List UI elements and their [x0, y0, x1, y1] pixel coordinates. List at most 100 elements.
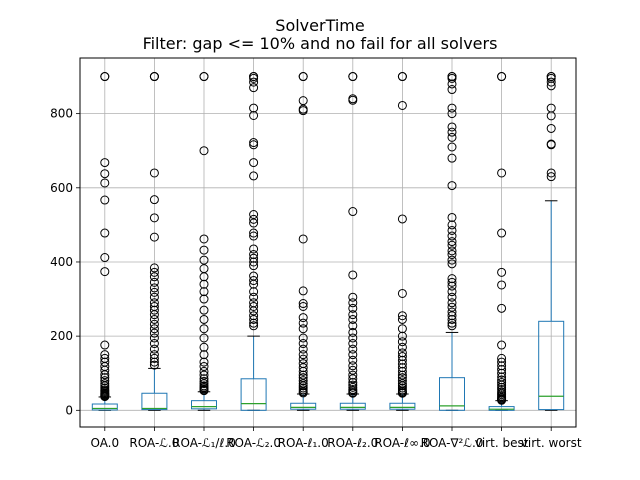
flier-point: [249, 314, 259, 324]
flier-point: [447, 292, 457, 302]
flier-point: [447, 153, 457, 163]
flier-point: [249, 140, 259, 150]
flier-point: [546, 172, 556, 182]
flier-point: [149, 298, 159, 308]
flier-point: [447, 307, 457, 317]
flier-point: [249, 218, 259, 228]
flier-point: [249, 292, 259, 302]
flier-point: [348, 388, 358, 398]
flier-point: [100, 365, 110, 375]
flier-point: [199, 305, 209, 315]
flier-point: [546, 77, 556, 87]
flier-point: [199, 379, 209, 389]
x-tick-label: ROA-ℓ∞.0: [374, 436, 430, 450]
x-tick-label: ROA-ℓ₂.0: [327, 436, 378, 450]
flier-point: [447, 255, 457, 265]
x-tick-label: OA.0: [90, 436, 119, 450]
flier-point: [397, 352, 407, 362]
flier-point: [348, 374, 358, 384]
flier-point: [397, 214, 407, 224]
flier-point: [149, 324, 159, 334]
flier-point: [199, 234, 209, 244]
chart-title: SolverTime: [275, 16, 365, 35]
flier-point: [546, 123, 556, 133]
flier-point: [447, 73, 457, 83]
flier-point: [397, 100, 407, 110]
flier-point: [397, 376, 407, 386]
flier-point: [149, 333, 159, 343]
flier-point: [249, 103, 259, 113]
box: [191, 400, 217, 410]
flier-point: [249, 318, 259, 328]
flier-point: [298, 72, 308, 82]
flier-point: [348, 333, 358, 343]
flier-point: [199, 333, 209, 343]
y-tick-label: 800: [50, 107, 73, 121]
flier-point: [298, 286, 308, 296]
flier-point: [298, 318, 308, 328]
flier-point: [149, 195, 159, 205]
flier-point: [199, 72, 209, 82]
flier-point: [149, 283, 159, 293]
flier-point: [497, 280, 507, 290]
flier-point: [348, 298, 358, 308]
flier-point: [149, 339, 159, 349]
y-tick-label: 600: [50, 181, 73, 195]
flier-point: [348, 314, 358, 324]
flier-point: [298, 344, 308, 354]
box: [389, 402, 416, 410]
flier-point: [447, 321, 457, 331]
flier-point: [149, 213, 159, 223]
flier-point: [348, 270, 358, 280]
flier-point: [249, 110, 259, 120]
flier-point: [348, 321, 358, 331]
flier-point: [149, 360, 159, 370]
flier-point: [249, 73, 259, 83]
flier-point: [397, 342, 407, 352]
flier-point: [546, 73, 556, 83]
flier-point: [100, 178, 110, 188]
box: [488, 406, 515, 411]
flier-point: [447, 298, 457, 308]
flier-point: [447, 142, 457, 152]
flier-point: [298, 366, 308, 376]
flier-point: [447, 220, 457, 230]
flier-point: [348, 350, 358, 360]
flier-point: [447, 127, 457, 137]
flier-point: [249, 257, 259, 267]
flier-point: [397, 381, 407, 391]
flier-point: [397, 366, 407, 376]
flier-point: [497, 375, 507, 385]
flier-point: [497, 353, 507, 363]
flier-point: [149, 287, 159, 297]
flier-point: [100, 376, 110, 386]
flier-point: [199, 146, 209, 156]
flier-point: [149, 168, 159, 178]
flier-point: [199, 245, 209, 255]
flier-point: [447, 318, 457, 328]
flier-point: [149, 272, 159, 282]
flier-point: [199, 255, 209, 265]
flier-point: [497, 168, 507, 178]
flier-point: [298, 381, 308, 391]
flier-point: [298, 106, 308, 116]
flier-point: [447, 103, 457, 113]
flier-point: [149, 350, 159, 360]
flier-point: [199, 370, 209, 380]
box: [91, 403, 118, 411]
flier-point: [298, 299, 308, 309]
flier-point: [397, 388, 407, 398]
flier-point: [100, 392, 110, 402]
flier-point: [298, 313, 308, 323]
flier-point: [100, 267, 110, 277]
flier-point: [497, 267, 507, 277]
flier-point: [546, 140, 556, 150]
x-tick-label: ROA-ℒ₁/ℓ.0: [172, 436, 236, 450]
flier-point: [199, 374, 209, 384]
flier-point: [447, 181, 457, 191]
flier-point: [397, 331, 407, 341]
flier-point: [298, 301, 308, 311]
flier-point: [447, 246, 457, 256]
flier-point: [447, 237, 457, 247]
flier-point: [149, 292, 159, 302]
